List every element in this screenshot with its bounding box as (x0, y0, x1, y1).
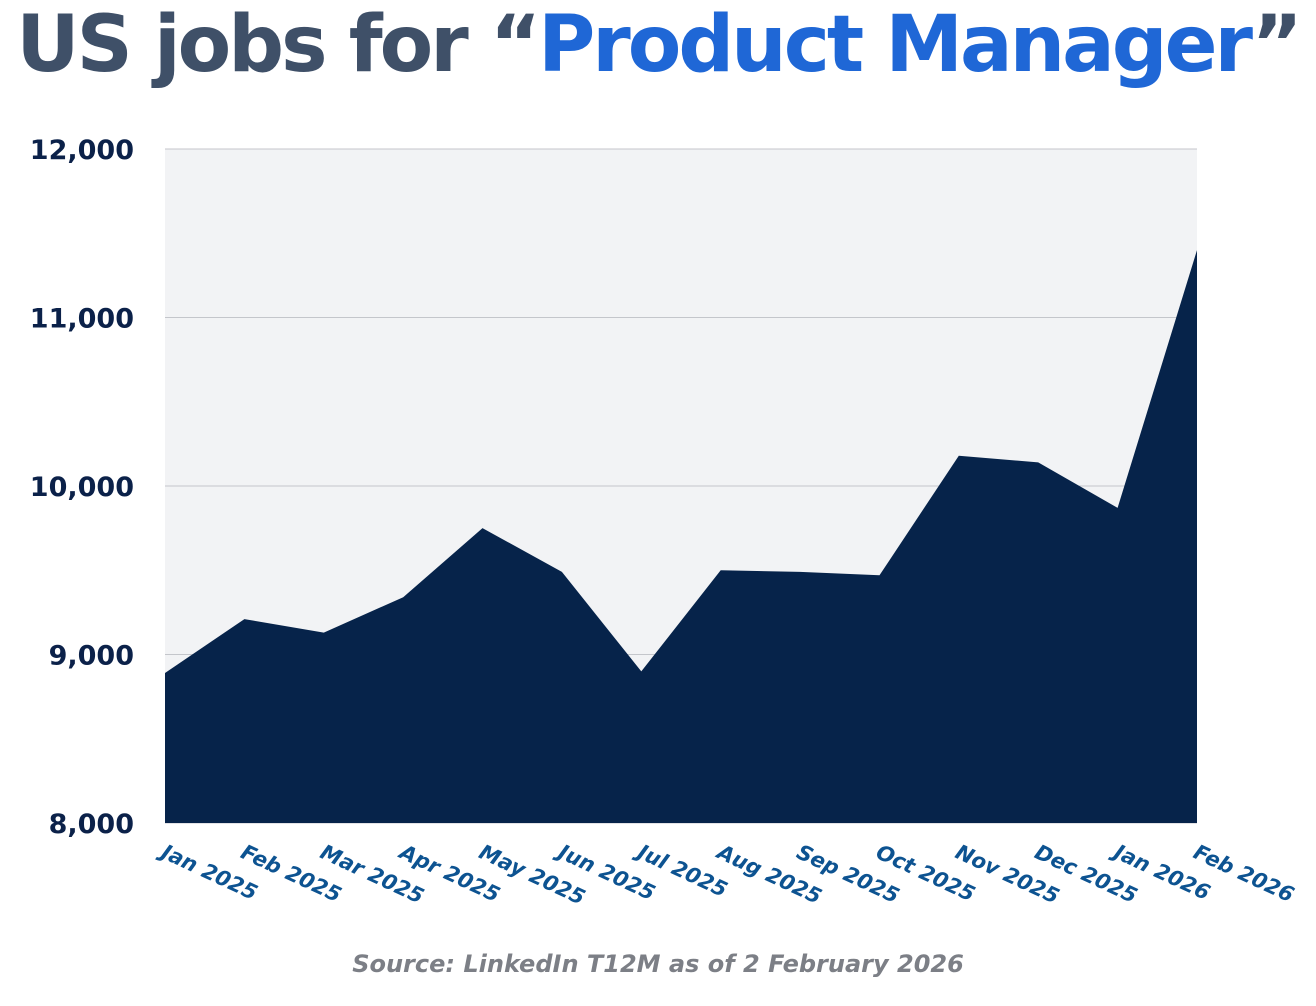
y-tick-label: 10,000 (30, 472, 134, 503)
title-suffix: ” (1251, 0, 1302, 90)
source-note: Source: LinkedIn T12M as of 2 February 2… (352, 950, 964, 978)
y-tick-label: 9,000 (49, 641, 134, 672)
y-axis: 8,000 9,000 10,000 11,000 12,000 (30, 135, 134, 840)
y-tick-label: 8,000 (49, 809, 134, 840)
title-highlight: Product Manager (538, 0, 1254, 90)
series-area (165, 250, 1197, 824)
page-title: US jobs for “Product Manager” (0, 0, 1316, 84)
y-tick-label: 11,000 (30, 304, 134, 335)
title-prefix: US jobs for “ (16, 0, 541, 90)
y-tick-label: 12,000 (30, 135, 134, 166)
